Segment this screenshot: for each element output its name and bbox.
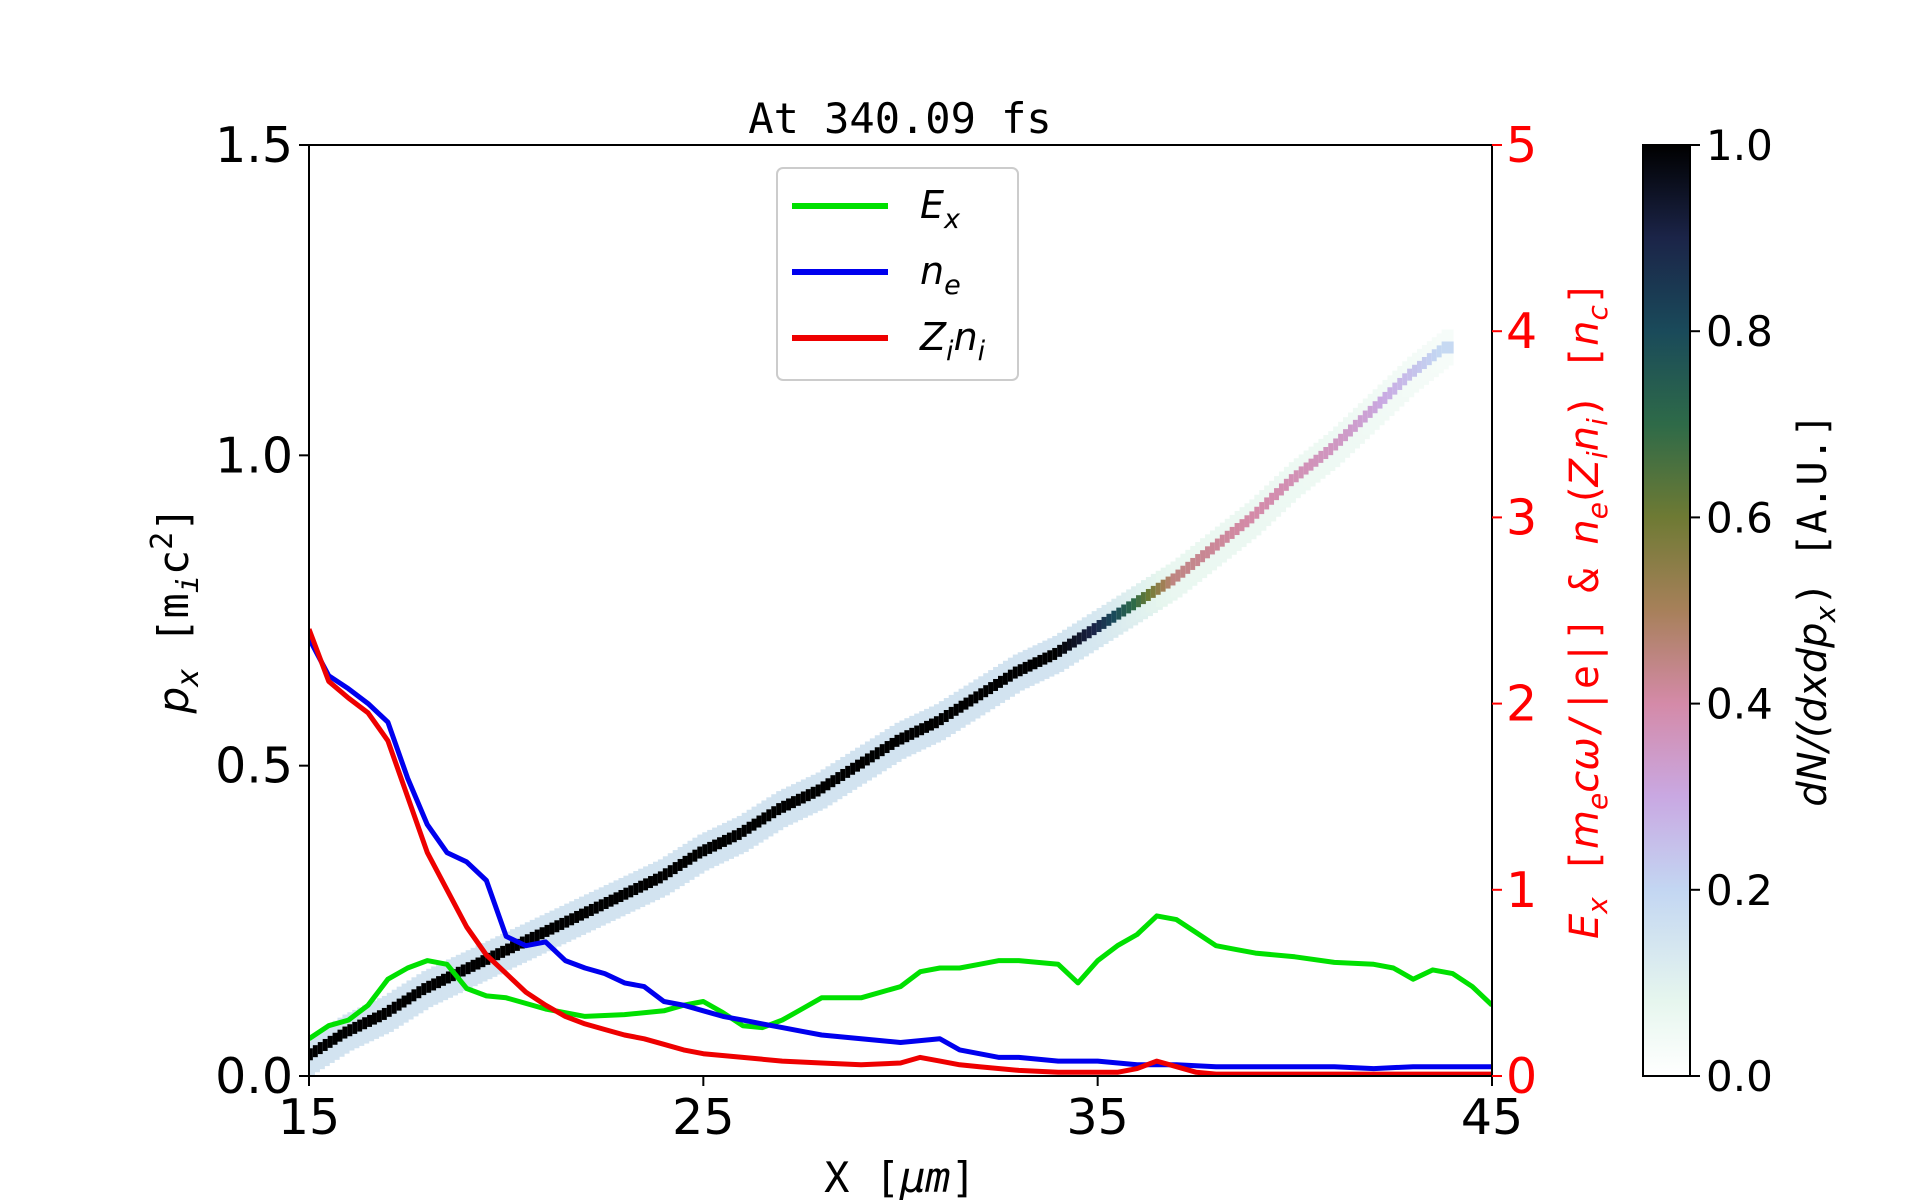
y-left-tick-label: 0.5 (215, 738, 293, 795)
colorbar-tick-label: 0.8 (1706, 307, 1773, 356)
colorbar-tick-label: 1.0 (1706, 121, 1773, 170)
y-right-tick-label: 0 (1506, 1048, 1537, 1105)
series-line-zini (309, 628, 1492, 1076)
x-tick-label: 25 (672, 1089, 734, 1146)
series-line-ex (309, 913, 1492, 1041)
legend-box (776, 167, 1019, 381)
heatmap-layer (309, 329, 1454, 1076)
x-ticks: 15 25 35 45 (278, 1076, 1523, 1146)
heatmap-cell (1441, 341, 1454, 354)
legend-label-ne: ne (920, 249, 961, 301)
y-right-tick-label: 5 (1506, 117, 1537, 174)
chart-title: At 340.09 fs (748, 94, 1051, 143)
colorbar-tick-label: 0.2 (1706, 866, 1773, 915)
y-left-tick-label: 1.5 (215, 117, 293, 174)
series-line-ne (309, 637, 1492, 1072)
y-left-tick-label: 0.0 (215, 1048, 293, 1105)
y-right-tick-label: 1 (1506, 862, 1537, 919)
colorbar-tick-label: 0.0 (1706, 1052, 1773, 1101)
colorbar-tick-label: 0.6 (1706, 493, 1773, 542)
y-right-tick-label: 4 (1506, 303, 1537, 360)
legend: Ex ne Zini (776, 167, 1019, 381)
colorbar-tick-label: 0.4 (1706, 680, 1773, 729)
y-right-ticks: 0 1 2 3 4 5 (1492, 117, 1537, 1105)
y-right-axis-label: Ex [mecω/|e|] & ne(Zini) [nc] (1562, 281, 1614, 939)
y-right-tick-label: 2 (1506, 676, 1537, 733)
y-left-ticks: 0.0 0.5 1.0 1.5 (215, 117, 309, 1105)
x-tick-label: 15 (278, 1089, 340, 1146)
legend-label-zini: Zini (919, 315, 986, 367)
y-right-tick-label: 3 (1506, 489, 1537, 546)
series-lines (309, 628, 1492, 1076)
y-left-tick-label: 1.0 (215, 427, 293, 484)
plot-frame (308, 144, 1493, 1077)
colorbar-label: dN/(dxdpx) [A.U.] (1790, 413, 1842, 806)
x-tick-label: 45 (1461, 1089, 1523, 1146)
legend-label-ex: Ex (920, 183, 961, 235)
y-left-axis-label: px [mic2] (145, 506, 206, 714)
x-tick-label: 35 (1066, 1089, 1128, 1146)
colorbar-ticks: 0.0 0.2 0.4 0.6 0.8 1.0 (1690, 121, 1773, 1101)
x-axis-label: X [μm] (824, 1153, 976, 1200)
colorbar (1642, 144, 1691, 1077)
